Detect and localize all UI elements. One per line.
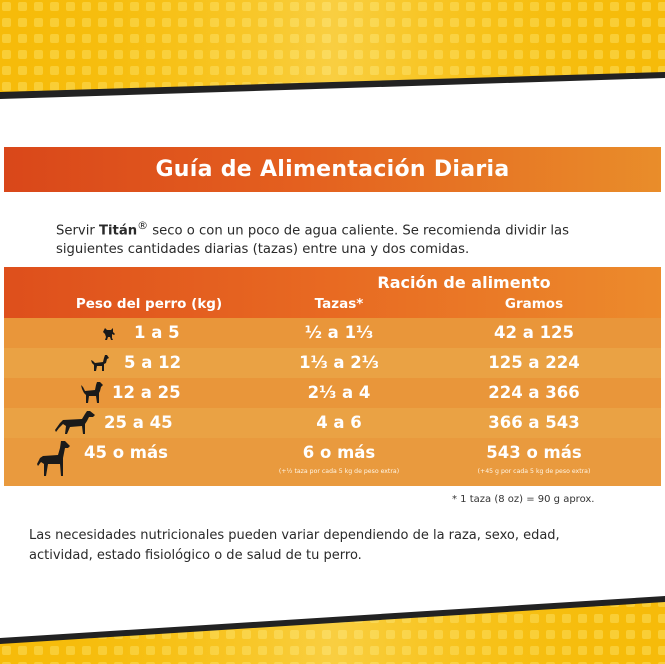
grams-cell: 224 a 366 [488, 383, 580, 402]
bottom-decorative-band [0, 596, 665, 664]
intro-paragraph: Servir Titán® seco o con un poco de agua… [56, 216, 616, 259]
table-body: 1 a 5 ½ a 1⅓ 42 a 125 5 a 12 1⅓ a 2⅓ 125… [4, 318, 661, 486]
col-header-grams: Gramos [504, 296, 564, 312]
feeding-table: Ración de alimento Peso del perro (kg) T… [4, 267, 661, 486]
cups-cell: ½ a 1⅓ [304, 323, 374, 342]
weight-cell: 5 a 12 [124, 353, 182, 372]
table-row: 25 a 45 4 a 6 366 a 543 [4, 408, 661, 438]
nutrition-disclaimer: Las necesidades nutricionales pueden var… [29, 528, 560, 563]
cups-cell: 4 a 6 [316, 413, 362, 432]
col-header-weight: Peso del perro (kg) [75, 296, 223, 312]
giant-dog-icon [37, 441, 70, 476]
grams-extra-note: (+45 g por cada 5 kg de peso extra) [477, 468, 591, 475]
grams-cell: 543 o más [486, 443, 582, 462]
medium-dog-icon [81, 382, 103, 403]
top-decorative-band [0, 0, 665, 100]
intro-text: seco o con un poco de agua caliente. Se … [56, 223, 569, 258]
title-banner: Guía de Alimentación Diaria [4, 147, 661, 192]
cups-cell: 1⅓ a 2⅓ [299, 353, 379, 372]
brand-name: Titán [99, 223, 138, 239]
weight-cell: 1 a 5 [134, 323, 180, 342]
grams-cell: 366 a 543 [488, 413, 580, 432]
registered-mark: ® [137, 219, 149, 232]
ration-group-header: Ración de alimento [377, 273, 551, 292]
grams-cell: 42 a 125 [493, 323, 575, 342]
table-row: 45 o más 6 o más 543 o más (+½ taza por … [4, 438, 661, 486]
cup-conversion-footnote: * 1 taza (8 oz) = 90 g aprox. [452, 494, 595, 505]
large-dog-icon [55, 411, 95, 434]
col-header-cups: Tazas* [314, 296, 364, 312]
weight-cell: 45 o más [84, 443, 168, 462]
cups-cell: 2⅓ a 4 [307, 383, 371, 402]
tiny-dog-icon [103, 328, 115, 340]
cups-cell: 6 o más [302, 443, 376, 462]
grams-cell: 125 a 224 [488, 353, 580, 372]
weight-cell: 12 a 25 [112, 383, 181, 402]
weight-cell: 25 a 45 [104, 413, 173, 432]
cups-extra-note: (+½ taza por cada 5 kg de peso extra) [278, 468, 400, 475]
intro-prefix: Servir [56, 223, 99, 239]
table-row: 5 a 12 1⅓ a 2⅓ 125 a 224 [4, 348, 661, 378]
table-row: 1 a 5 ½ a 1⅓ 42 a 125 [4, 318, 661, 348]
small-dog-icon [91, 355, 109, 371]
table-row: 12 a 25 2⅓ a 4 224 a 366 [4, 378, 661, 408]
table-header: Ración de alimento Peso del perro (kg) T… [4, 267, 661, 318]
page-title: Guía de Alimentación Diaria [155, 157, 510, 182]
